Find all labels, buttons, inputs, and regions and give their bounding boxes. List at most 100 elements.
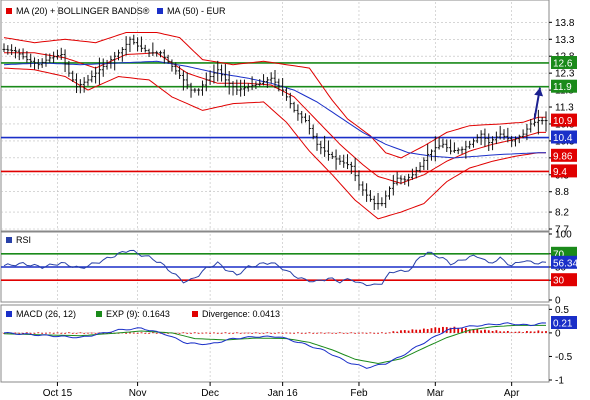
divergence-bar bbox=[37, 332, 40, 334]
divergence-bar bbox=[3, 332, 5, 334]
divergence-bar bbox=[338, 332, 341, 334]
divergence-bar bbox=[148, 332, 150, 334]
divergence-bar bbox=[316, 332, 318, 334]
divergence-bar bbox=[193, 332, 196, 334]
divergence-bar bbox=[79, 332, 82, 334]
divergence-bar bbox=[380, 332, 383, 334]
divergence-bar bbox=[396, 331, 399, 333]
forecast-arrow bbox=[533, 87, 544, 120]
price-y-tick-label: 7.7 bbox=[555, 225, 569, 236]
divergence-bar bbox=[56, 332, 59, 334]
divergence-bar bbox=[365, 332, 368, 334]
divergence-bar bbox=[346, 332, 349, 334]
rsi-level-labels: 70 30 56.34 bbox=[551, 246, 578, 287]
divergence-bar bbox=[224, 332, 227, 334]
divergence-bar bbox=[90, 332, 93, 334]
price-y-tick-label: 8.8 bbox=[555, 187, 569, 198]
divergence-bar bbox=[297, 332, 299, 334]
divergence-bar bbox=[476, 329, 479, 333]
divergence-bar bbox=[87, 332, 89, 334]
divergence-bar bbox=[29, 332, 32, 334]
divergence-bar bbox=[258, 332, 261, 334]
divergence-bar bbox=[533, 331, 536, 333]
rsi-legend: RSI bbox=[6, 235, 31, 245]
divergence-bar bbox=[358, 332, 360, 334]
divergence-bar bbox=[247, 332, 250, 334]
divergence-bar bbox=[60, 332, 63, 334]
rsi-curve bbox=[3, 249, 547, 287]
divergence-bar bbox=[308, 332, 311, 334]
divergence-bar bbox=[64, 332, 66, 334]
divergence-bar bbox=[167, 332, 170, 334]
price-bars bbox=[2, 34, 548, 211]
x-tick-label: Oct 15 bbox=[43, 388, 73, 399]
rsi-level-label: 70 bbox=[553, 249, 565, 260]
divergence-bar bbox=[411, 329, 414, 333]
divergence-bar bbox=[205, 332, 208, 334]
divergence-bar bbox=[209, 332, 212, 334]
divergence-bar bbox=[228, 332, 231, 334]
divergence-bar bbox=[26, 332, 28, 334]
divergence-bar bbox=[94, 332, 97, 334]
ma50-legend-swatch bbox=[157, 8, 163, 14]
divergence-bar bbox=[434, 327, 437, 333]
divergence-bar bbox=[182, 332, 185, 334]
level-label: 9.4 bbox=[553, 167, 567, 178]
divergence-bar bbox=[300, 332, 303, 334]
divergence-bar bbox=[361, 332, 364, 334]
divergence-bar bbox=[331, 332, 334, 334]
x-tick-label: Mar bbox=[427, 388, 445, 399]
divergence-bar bbox=[48, 332, 51, 334]
divergence-bar bbox=[266, 332, 269, 334]
macd-panel: 0.5 0 -0.5 -1 0.21 MACD (26, 12) EXP (9): 0… bbox=[0, 304, 577, 387]
divergence-bar bbox=[403, 330, 406, 333]
divergence-bar bbox=[541, 331, 544, 333]
signal-legend-label: EXP (9): 0.1643 bbox=[106, 309, 170, 319]
price-y-tick-label: 11.3 bbox=[555, 103, 574, 114]
level-label: 11.9 bbox=[553, 82, 572, 93]
bollinger-lower-line bbox=[3, 67, 546, 220]
divergence-bar bbox=[262, 332, 265, 334]
rsi-last-value-bg bbox=[551, 255, 577, 269]
divergence-bar bbox=[457, 327, 460, 333]
marker-label-bg bbox=[551, 113, 577, 127]
divergence-bar bbox=[243, 332, 246, 334]
divergence-bar bbox=[419, 329, 421, 333]
macd-last-value: 0.21 bbox=[553, 319, 573, 330]
divergence-bar bbox=[45, 332, 47, 334]
divergence-bar bbox=[140, 332, 143, 334]
level-label-bg bbox=[551, 79, 577, 93]
macd-legend-swatch bbox=[6, 311, 12, 317]
divergence-bar bbox=[472, 329, 475, 333]
level-label-bg bbox=[551, 130, 577, 144]
divergence-bar bbox=[342, 332, 345, 334]
divergence-bar bbox=[83, 332, 86, 334]
divergence-bar bbox=[293, 332, 295, 334]
divergence-bar bbox=[281, 332, 284, 334]
divergence-bar bbox=[407, 330, 410, 333]
rsi-level-label-bg bbox=[551, 273, 577, 287]
macd-value-labels: 0.21 bbox=[551, 316, 577, 330]
marker-label-bg bbox=[551, 148, 577, 162]
marker-label: 9.86 bbox=[553, 151, 573, 162]
rsi-y-tick-label: 0 bbox=[555, 296, 561, 307]
divergence-bar bbox=[75, 332, 78, 334]
level-label-bg bbox=[551, 164, 577, 178]
divergence-bar bbox=[18, 332, 21, 334]
level-label-bg bbox=[551, 56, 577, 69]
divergence-bar bbox=[41, 332, 44, 334]
divergence-bar bbox=[491, 330, 494, 333]
divergence-bar bbox=[255, 332, 257, 334]
divergence-bar bbox=[319, 332, 322, 334]
divergence-bar bbox=[14, 332, 17, 334]
macd-last-value-bg bbox=[551, 316, 577, 329]
divergence-bar bbox=[503, 331, 505, 333]
divergence-bar bbox=[354, 332, 357, 334]
macd-y-tick-label: 0 bbox=[555, 328, 561, 339]
macd-line bbox=[3, 322, 547, 369]
rsi-level-label: 30 bbox=[553, 276, 565, 287]
divergence-bar bbox=[277, 332, 280, 334]
divergence-bar bbox=[480, 330, 483, 333]
